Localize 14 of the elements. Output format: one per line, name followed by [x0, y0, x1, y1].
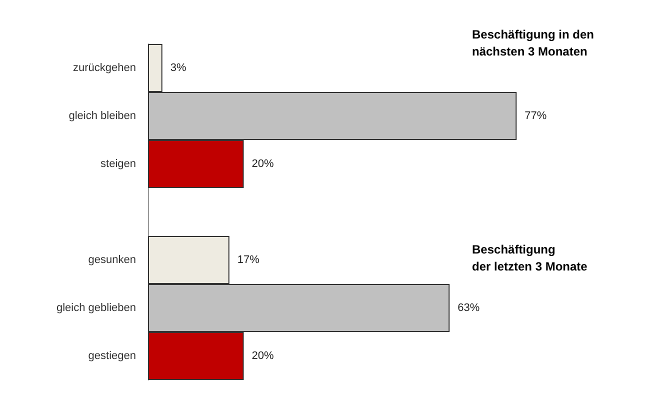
- data-label: 3%: [170, 62, 186, 74]
- data-label: 20%: [252, 158, 274, 170]
- y-tick-label: zurückgehen: [73, 62, 136, 74]
- y-tick-label: gleich bleiben: [68, 110, 136, 122]
- y-tick-label: gestiegen: [88, 350, 136, 362]
- data-label: 17%: [237, 254, 260, 266]
- y-tick-label: gleich geblieben: [56, 302, 136, 314]
- y-tick-label: gesunken: [88, 254, 136, 266]
- data-label: 77%: [524, 110, 547, 122]
- annotation: Beschäftigung der letzten 3 Monate: [472, 242, 588, 274]
- data-label: 63%: [458, 302, 480, 314]
- annotation: Beschäftigung in den nächsten 3 Monaten: [472, 28, 594, 58]
- y-tick-label: steigen: [100, 158, 136, 170]
- data-label: 20%: [252, 350, 274, 362]
